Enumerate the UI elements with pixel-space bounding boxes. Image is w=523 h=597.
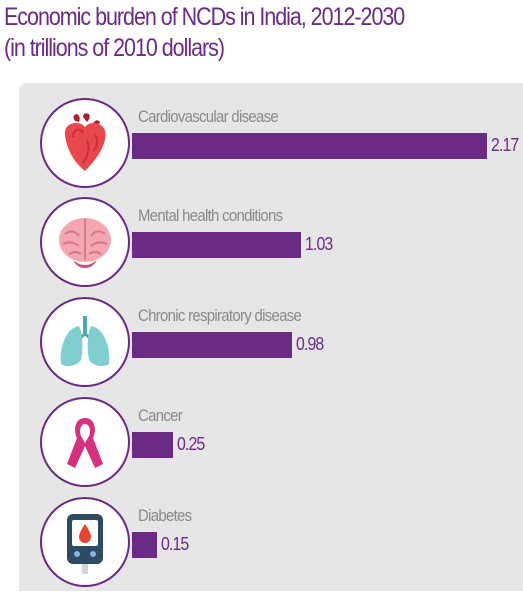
category-label: Cancer bbox=[138, 406, 183, 425]
value-label: 0.15 bbox=[161, 534, 189, 554]
category-label: Cardiovascular disease bbox=[138, 107, 279, 126]
bar bbox=[132, 232, 301, 258]
chart-title: Economic burden of NCDs in India, 2012-2… bbox=[4, 2, 469, 64]
heart-icon bbox=[40, 98, 130, 188]
category-label: Chronic respiratory disease bbox=[138, 306, 302, 325]
title-line-1: Economic burden of NCDs in India, 2012-2… bbox=[4, 3, 405, 31]
bar-row: Cardiovascular disease 2.17 bbox=[0, 98, 523, 198]
lungs-icon bbox=[40, 297, 130, 387]
brain-icon bbox=[40, 197, 130, 287]
bar bbox=[132, 432, 173, 458]
category-label: Mental health conditions bbox=[138, 206, 283, 225]
bar bbox=[132, 332, 292, 358]
value-label: 2.17 bbox=[491, 135, 519, 155]
glucose-meter-icon bbox=[40, 497, 130, 587]
cancer-ribbon-icon bbox=[40, 397, 130, 487]
bar-row: Cancer 0.25 bbox=[0, 397, 523, 497]
value-label: 0.25 bbox=[177, 434, 205, 454]
category-label: Diabetes bbox=[138, 506, 192, 525]
bar-row: Mental health conditions 1.03 bbox=[0, 197, 523, 297]
title-line-2: (in trillions of 2010 dollars) bbox=[4, 34, 225, 62]
bar-row: Diabetes 0.15 bbox=[0, 497, 523, 597]
value-label: 0.98 bbox=[296, 334, 324, 354]
bar-row: Chronic respiratory disease 0.98 bbox=[0, 297, 523, 397]
value-label: 1.03 bbox=[305, 234, 333, 254]
bar bbox=[132, 532, 157, 558]
bar bbox=[132, 133, 487, 159]
